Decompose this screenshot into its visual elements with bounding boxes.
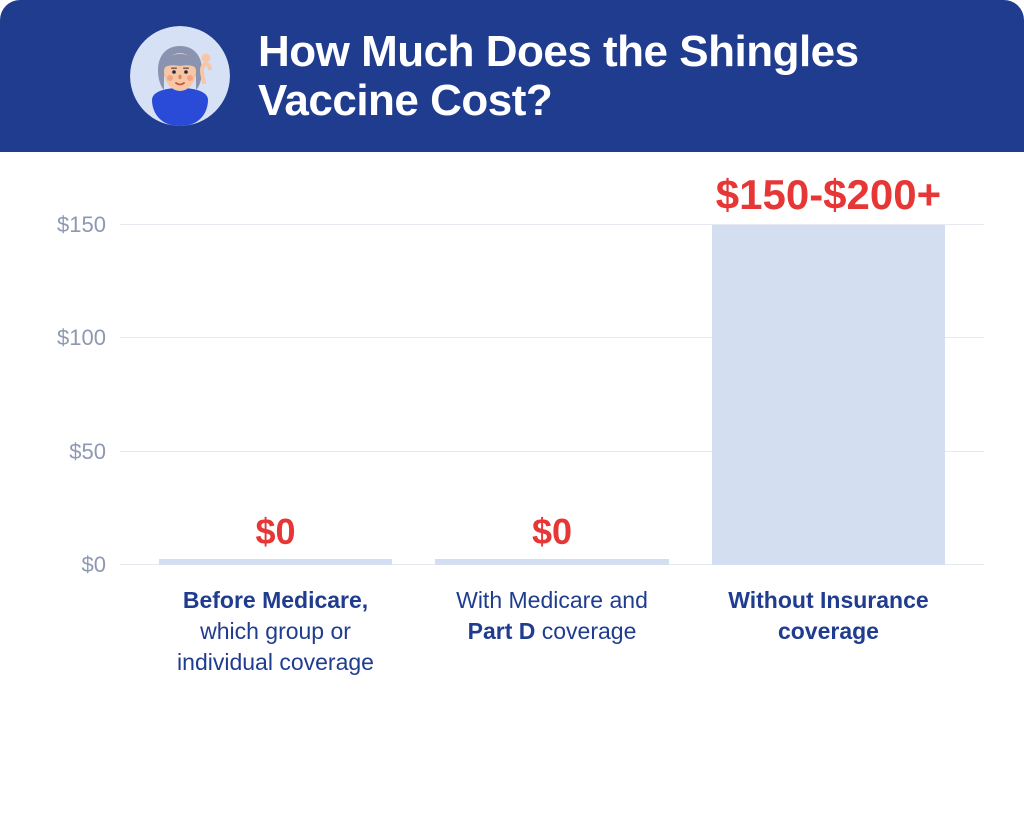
person-avatar-icon — [130, 26, 230, 126]
chart: $0$50$100$150$0$0$150-$200+ Before Medic… — [60, 225, 984, 779]
chart-ytick-label: $0 — [82, 552, 106, 578]
header: How Much Does the Shingles Vaccine Cost? — [0, 0, 1024, 152]
chart-plot-area: $0$50$100$150$0$0$150-$200+ — [120, 225, 984, 565]
chart-category-label: With Medicare andPart D coverage — [435, 585, 668, 647]
chart-ytick-label: $100 — [57, 325, 106, 351]
chart-ytick-label: $50 — [69, 439, 106, 465]
chart-category-label: Before Medicare,which group orindividual… — [159, 585, 392, 678]
chart-category-label: Without Insurancecoverage — [712, 585, 945, 647]
chart-bar: $0 — [159, 559, 392, 565]
chart-value-label: $0 — [435, 511, 668, 553]
chart-bar: $150-$200+ — [712, 225, 945, 565]
chart-value-label: $0 — [159, 511, 392, 553]
chart-ytick-label: $150 — [57, 212, 106, 238]
chart-bar: $0 — [435, 559, 668, 565]
infographic-card: How Much Does the Shingles Vaccine Cost?… — [0, 0, 1024, 819]
page-title: How Much Does the Shingles Vaccine Cost? — [258, 27, 984, 126]
chart-value-label: $150-$200+ — [712, 171, 945, 219]
